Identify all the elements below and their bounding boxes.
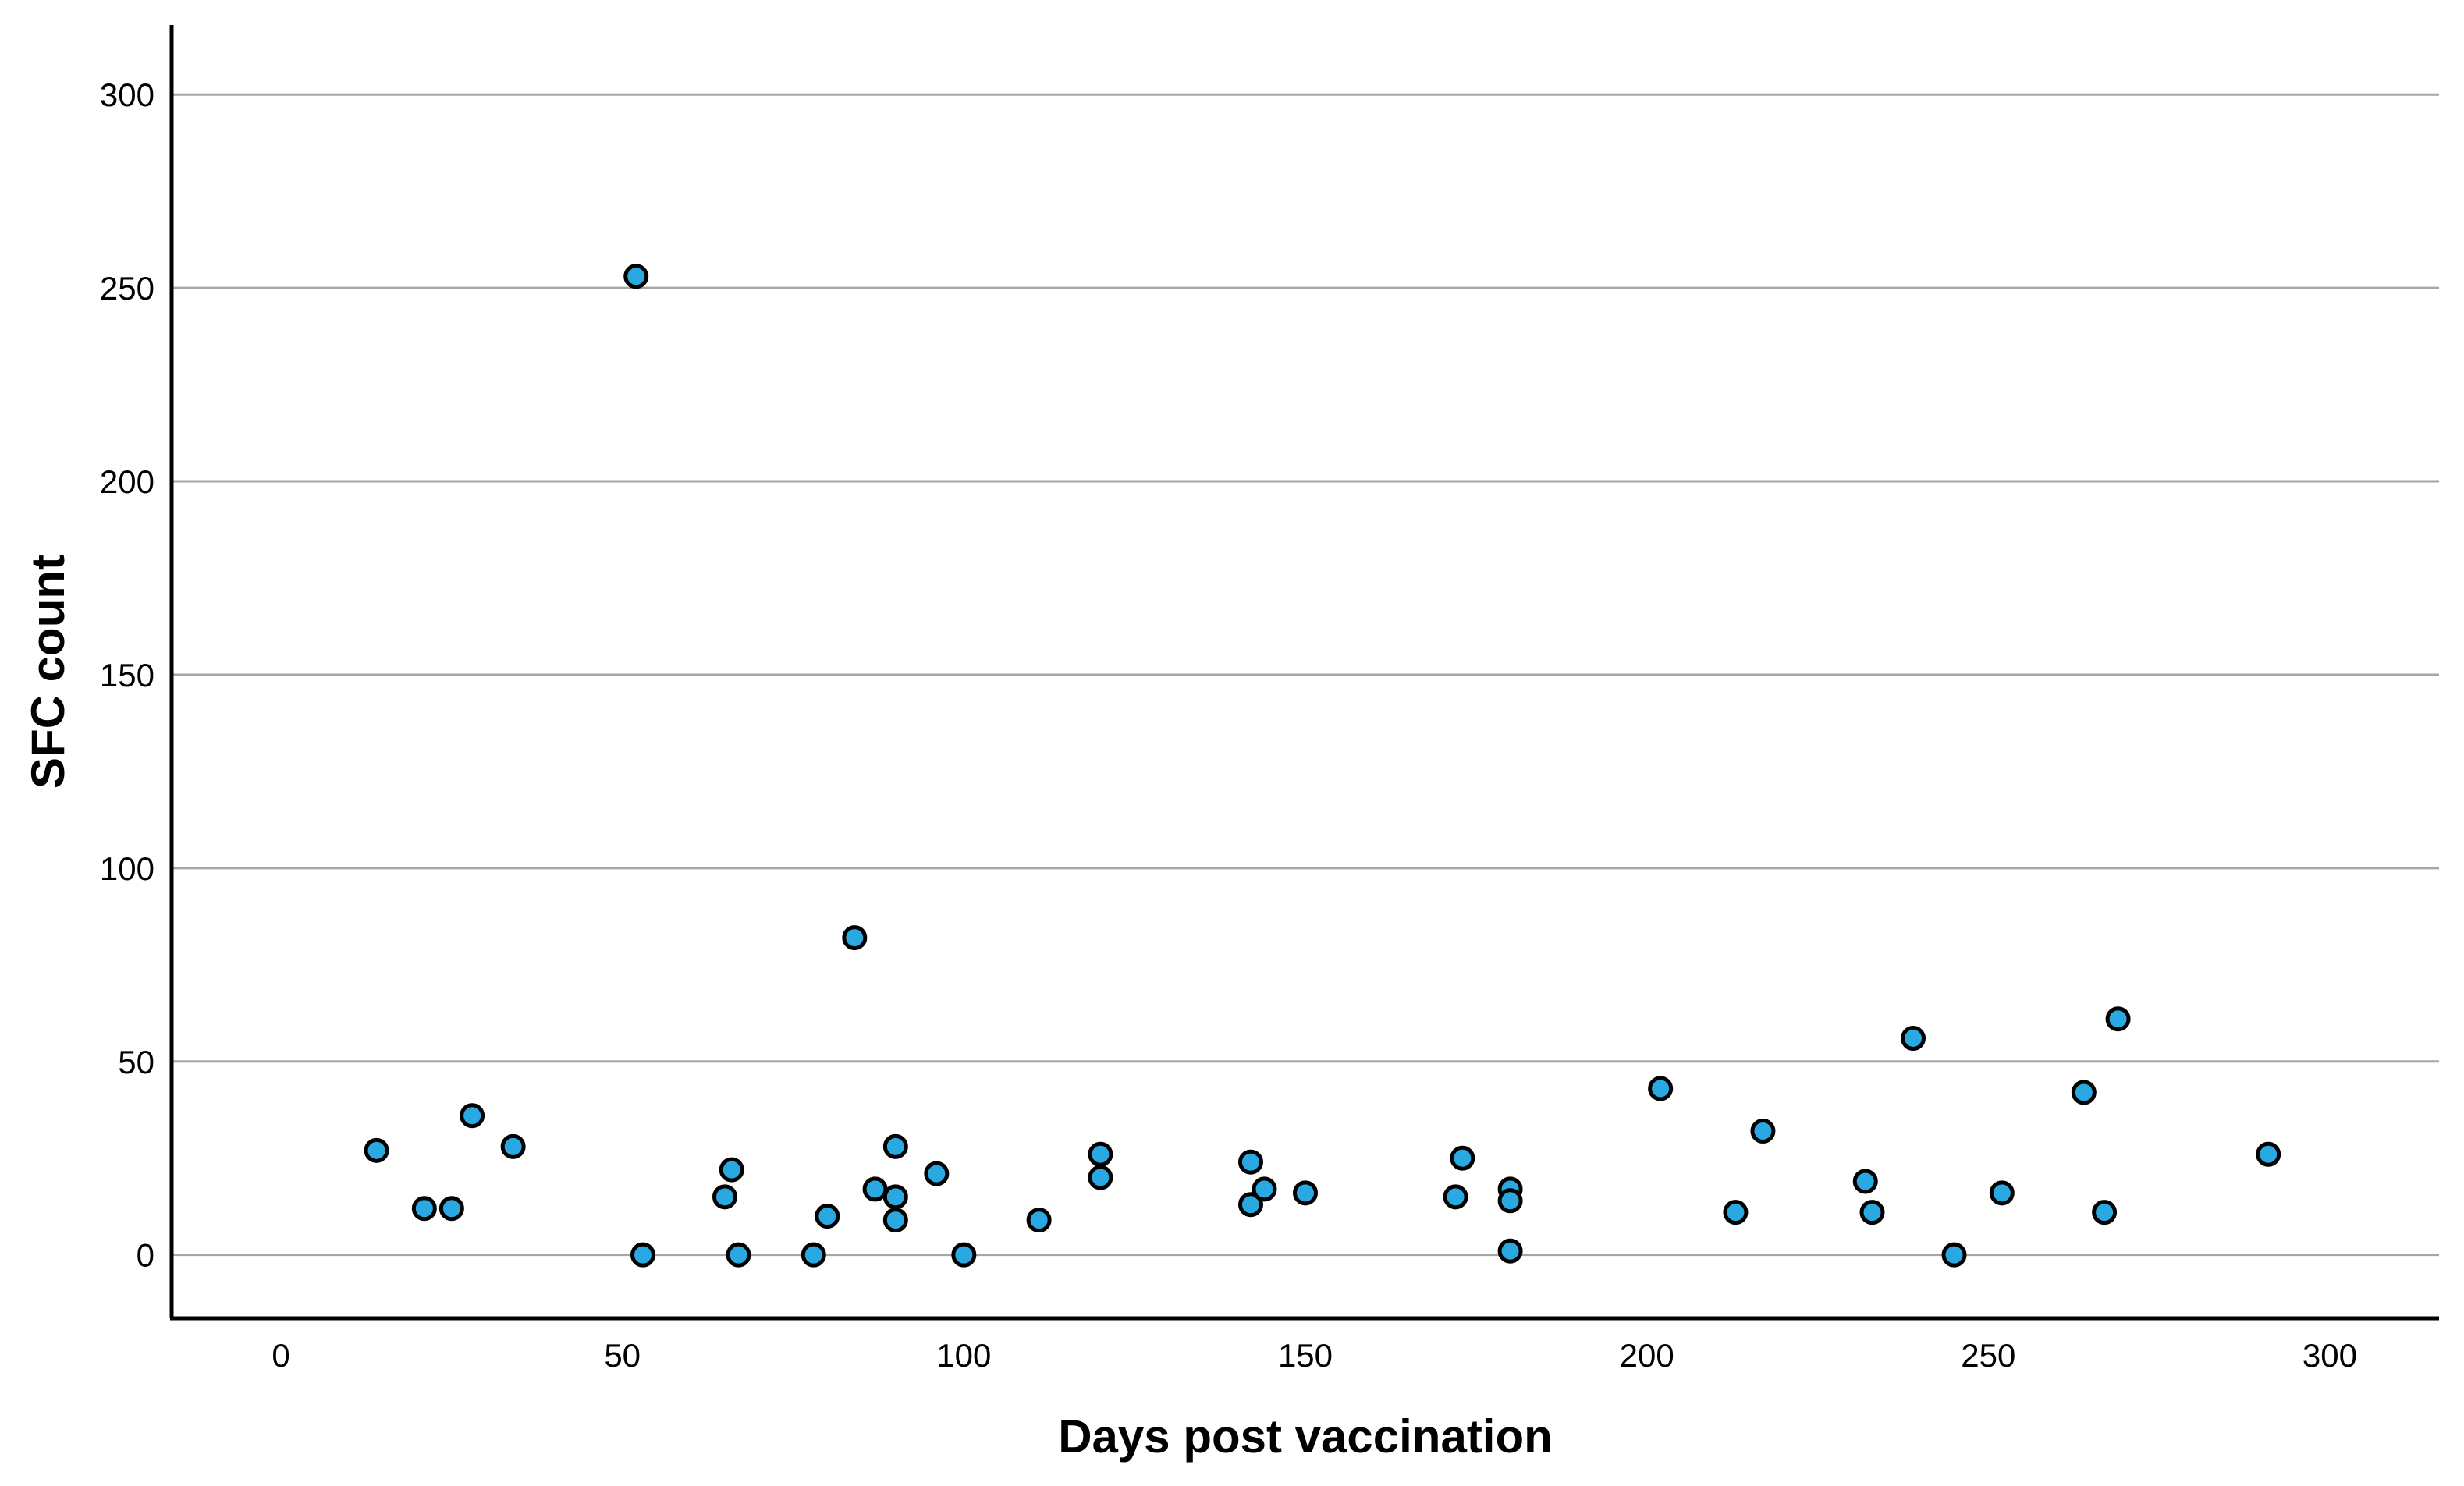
y-axis-title: SFC count bbox=[22, 555, 74, 789]
x-tick-label-50: 50 bbox=[604, 1337, 641, 1374]
data-point bbox=[1497, 1188, 1523, 1214]
data-point bbox=[924, 1161, 950, 1186]
data-point bbox=[1750, 1119, 1776, 1144]
data-point bbox=[1237, 1149, 1263, 1175]
data-point bbox=[1901, 1026, 1926, 1052]
data-point bbox=[1088, 1165, 1113, 1190]
data-point bbox=[500, 1133, 526, 1159]
x-tick-label-300: 300 bbox=[2302, 1337, 2357, 1374]
y-tick-label-100: 100 bbox=[100, 850, 154, 887]
data-points bbox=[364, 264, 2281, 1268]
data-point bbox=[1497, 1238, 1523, 1264]
data-point bbox=[1026, 1208, 1052, 1233]
data-point bbox=[1450, 1145, 1475, 1171]
data-point bbox=[882, 1133, 908, 1159]
x-tick-label-0: 0 bbox=[272, 1337, 289, 1374]
x-tick-label-100: 100 bbox=[936, 1337, 991, 1374]
data-point bbox=[623, 264, 649, 289]
data-point bbox=[2092, 1200, 2118, 1225]
data-point bbox=[951, 1242, 977, 1268]
data-point bbox=[842, 925, 868, 951]
data-point bbox=[726, 1242, 751, 1268]
data-point bbox=[2105, 1006, 2131, 1032]
data-point bbox=[1252, 1176, 1277, 1202]
x-tick-label-150: 150 bbox=[1278, 1337, 1333, 1374]
data-point bbox=[1859, 1200, 1885, 1225]
data-point bbox=[1648, 1076, 1674, 1101]
y-tick-label-50: 50 bbox=[118, 1044, 154, 1080]
data-point bbox=[2256, 1141, 2281, 1167]
data-point bbox=[1088, 1141, 1113, 1167]
data-point bbox=[882, 1208, 908, 1233]
y-tick-label-200: 200 bbox=[100, 463, 154, 500]
data-point bbox=[1723, 1200, 1749, 1225]
data-point bbox=[411, 1196, 437, 1222]
data-point bbox=[712, 1184, 737, 1210]
data-point bbox=[1941, 1242, 1967, 1268]
data-point bbox=[438, 1196, 464, 1222]
gridlines bbox=[173, 93, 2439, 1257]
data-point bbox=[1293, 1180, 1318, 1206]
data-point bbox=[1443, 1184, 1468, 1210]
data-point bbox=[460, 1103, 485, 1129]
data-point bbox=[1989, 1180, 2015, 1206]
x-tick-label-250: 250 bbox=[1961, 1337, 2015, 1374]
y-tick-label-300: 300 bbox=[100, 76, 154, 113]
data-point bbox=[882, 1184, 908, 1210]
data-point bbox=[719, 1157, 744, 1183]
x-tick-label-200: 200 bbox=[1620, 1337, 1674, 1374]
data-point bbox=[1237, 1192, 1263, 1218]
data-point bbox=[1852, 1169, 1878, 1194]
data-point bbox=[862, 1176, 888, 1202]
y-tick-labels: 0 50 100 150 200 250 300 bbox=[100, 76, 154, 1273]
y-tick-label-0: 0 bbox=[137, 1237, 154, 1274]
data-point bbox=[364, 1137, 389, 1163]
y-tick-label-150: 150 bbox=[100, 657, 154, 693]
x-axis-title: Days post vaccination bbox=[1058, 1410, 1553, 1463]
data-point bbox=[815, 1204, 840, 1229]
data-point bbox=[801, 1242, 826, 1268]
data-point bbox=[630, 1242, 655, 1268]
data-point bbox=[2071, 1080, 2097, 1105]
y-tick-label-250: 250 bbox=[100, 270, 154, 307]
x-tick-labels: 0 50 100 150 200 250 300 bbox=[272, 1337, 2357, 1374]
